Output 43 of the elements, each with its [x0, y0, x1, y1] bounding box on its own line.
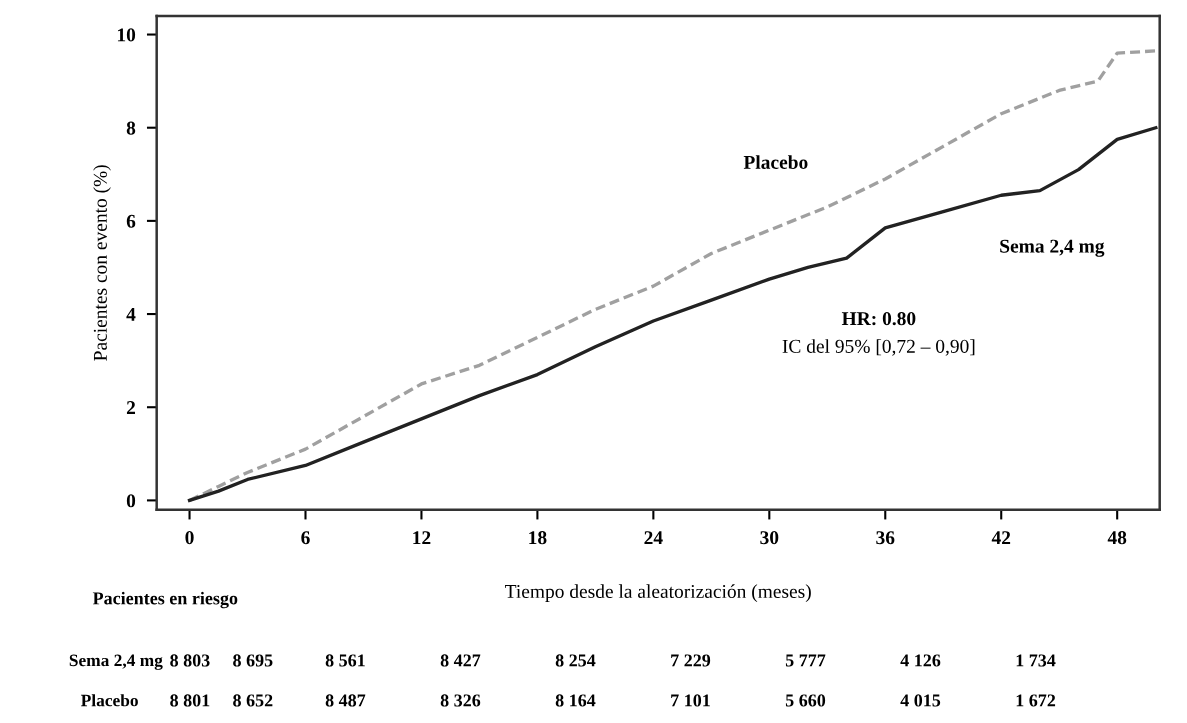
x-tick-label: 18: [529, 531, 547, 545]
text: 8 427: [440, 654, 481, 667]
text: 8 803: [170, 654, 210, 667]
text: Placebo: [743, 155, 808, 169]
text: 5 660: [785, 694, 826, 707]
y-tick-label: 2: [126, 401, 136, 414]
text: 8 254: [555, 654, 596, 667]
x-tick-label: 36: [876, 531, 895, 545]
x-axis-title: Tiempo desde la aleatorización (meses): [505, 584, 811, 602]
text: Sema 2,4 mg: [69, 654, 163, 670]
text: 8 487: [325, 694, 366, 707]
text: 8 164: [555, 694, 596, 707]
y-tick-label: 10: [117, 28, 136, 42]
x-tick-label: 48: [1107, 531, 1127, 545]
text: 8 695: [233, 654, 273, 667]
text: 5 777: [785, 654, 826, 667]
text: 1 672: [1016, 694, 1056, 707]
y-tick-label: 4: [126, 308, 136, 321]
text: 4 126: [900, 654, 941, 667]
text: 4 015: [900, 694, 941, 707]
text: 8 801: [170, 694, 210, 707]
x-tick-label: 0: [185, 531, 194, 545]
x-tick-label: 24: [644, 531, 663, 545]
y-tick-label: 6: [126, 214, 136, 228]
y-tick-label: 8: [126, 121, 136, 135]
x-tick-label: 6: [301, 531, 310, 545]
text: 8 326: [440, 694, 481, 707]
text: Sema 2,4 mg: [1000, 239, 1105, 257]
text: 8 652: [233, 694, 273, 707]
text: 8 561: [325, 654, 365, 667]
text: Placebo: [81, 694, 138, 707]
x-tick-label: 30: [760, 531, 779, 545]
text: 1 734: [1016, 654, 1056, 667]
line-series: [187, 126, 1158, 503]
text: Pacientes en riesgo: [92, 591, 238, 609]
text: 7 229: [671, 654, 711, 667]
y-axis-title: Pacientes con evento (%): [93, 165, 111, 361]
x-tick-label: 42: [991, 531, 1011, 545]
annotation: IC del 95% [0,72 – 0,90]: [782, 339, 975, 356]
y-tick-label: 0: [126, 494, 136, 508]
x-tick-label: 12: [413, 531, 431, 545]
annotation: HR: 0.80: [841, 312, 916, 326]
text: 7 101: [671, 694, 710, 707]
